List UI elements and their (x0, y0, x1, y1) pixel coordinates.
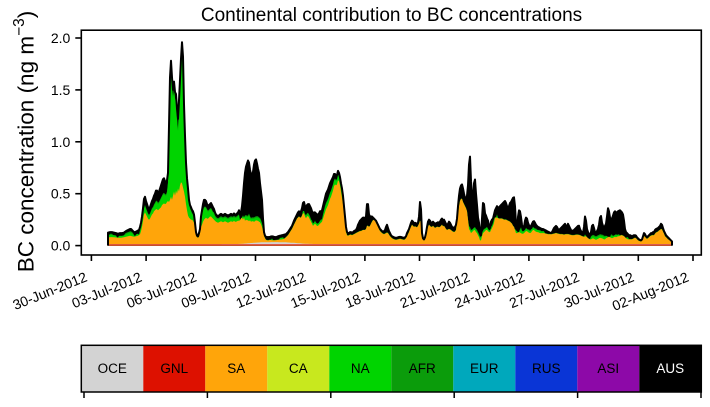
svg-text:2.0: 2.0 (51, 30, 71, 46)
svg-text:RUS: RUS (532, 361, 561, 376)
svg-text:0.5: 0.5 (51, 186, 71, 202)
svg-text:ASI: ASI (597, 361, 619, 376)
svg-text:NA: NA (351, 361, 370, 376)
svg-text:Continental contribution to BC: Continental contribution to BC concentra… (201, 5, 582, 26)
svg-text:0.0: 0.0 (51, 238, 71, 254)
svg-text:CA: CA (289, 361, 308, 376)
svg-text:GNL: GNL (160, 361, 188, 376)
svg-text:BC concentration (ng m−3): BC concentration (ng m−3) (11, 11, 39, 273)
svg-text:OCE: OCE (98, 361, 127, 376)
svg-text:1.0: 1.0 (51, 134, 71, 150)
svg-text:AUS: AUS (656, 361, 684, 376)
svg-text:EUR: EUR (470, 361, 499, 376)
svg-text:1.5: 1.5 (51, 82, 71, 98)
svg-text:SA: SA (227, 361, 245, 376)
svg-text:AFR: AFR (409, 361, 436, 376)
